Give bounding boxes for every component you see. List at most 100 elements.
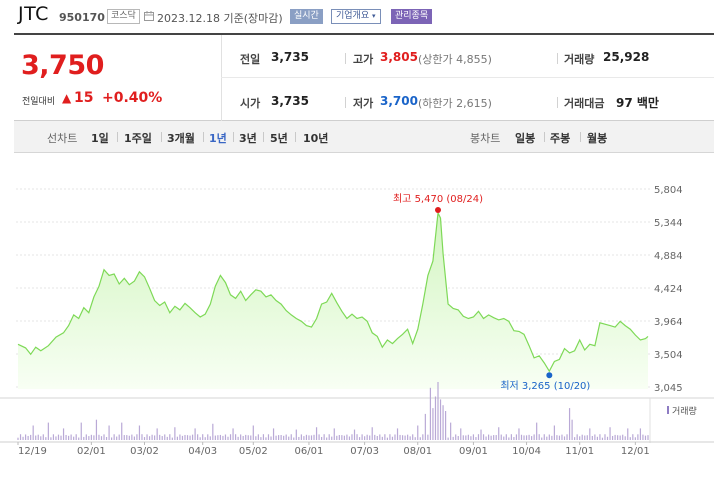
volume-layer: 거래량: [17, 382, 697, 440]
volume-bar: [460, 428, 462, 440]
volume-bar: [371, 427, 373, 440]
volume-bar: [222, 435, 224, 440]
volume-bar: [321, 436, 323, 440]
volume-bar: [429, 387, 432, 440]
period-3y[interactable]: 3년: [239, 132, 257, 145]
separator: [345, 97, 346, 108]
y-tick-label: 5,344: [654, 218, 683, 229]
volume-bar: [586, 435, 588, 440]
volume-bar: [374, 434, 376, 440]
volume-bar: [401, 435, 404, 440]
volume-bar: [447, 437, 449, 440]
candle-daily[interactable]: 일봉: [515, 132, 536, 145]
period-5y[interactable]: 5년: [270, 132, 288, 145]
volume-bar: [257, 434, 259, 440]
volume-bar: [536, 422, 538, 440]
change-rate: +0.40%: [102, 90, 163, 106]
volume-bar: [396, 428, 399, 440]
change-value: 15: [74, 90, 94, 106]
candle-monthly[interactable]: 월봉: [587, 132, 608, 145]
up-arrow-icon: ▲: [62, 91, 72, 105]
caret-down-icon: ▾: [372, 12, 376, 20]
volume-bar: [343, 435, 345, 440]
high-label: 고가: [353, 53, 374, 66]
trade-amount-value: 97 백만: [616, 96, 659, 110]
volume-bar: [341, 435, 343, 440]
volume-bar: [500, 434, 502, 440]
volume-bar: [148, 436, 151, 440]
volume-bar: [219, 434, 222, 440]
period-1w[interactable]: 1주일: [124, 132, 152, 145]
volume-legend-label: 거래량: [672, 405, 697, 417]
prev-close-value: 3,735: [271, 50, 309, 64]
volume-bar: [310, 435, 313, 440]
volume-bar: [619, 435, 621, 440]
candle-chart-label: 봉차트: [470, 132, 501, 145]
volume-bar: [75, 434, 77, 440]
volume-bar: [490, 435, 492, 440]
volume-bar: [637, 434, 639, 440]
volume-bar: [280, 435, 282, 440]
separator: [557, 97, 558, 108]
volume-bar: [634, 437, 636, 440]
period-toolbar: 선차트 1일 1주일 3개월 1년 3년 5년 10년 봉차트 일봉 주봉 월봉: [14, 121, 714, 153]
high-annotation: 최고 5,470 (08/24): [393, 193, 483, 205]
open-label: 시가: [240, 97, 261, 110]
open-value: 3,735: [271, 94, 309, 108]
volume-bar: [189, 435, 191, 440]
volume-bar: [159, 434, 161, 440]
volume-bar: [260, 437, 262, 440]
company-overview-button[interactable]: 기업개요 ▾: [331, 9, 381, 24]
volume-bar: [470, 436, 472, 440]
volume-bar: [169, 434, 171, 440]
volume-bar: [207, 434, 209, 440]
separator: [161, 132, 162, 142]
volume-bar: [462, 435, 464, 440]
volume-bar: [179, 434, 181, 440]
volume-bar: [328, 434, 330, 440]
period-3m[interactable]: 3개월: [167, 132, 195, 145]
volume-bar: [508, 437, 510, 440]
volume-bar: [245, 434, 247, 440]
volume-bar: [191, 434, 194, 440]
volume-bar: [252, 425, 254, 440]
volume-bar: [27, 435, 29, 440]
x-axis-labels: 12/19 02/01 03/02 04/03 05/02 06/01 07/03 08/01…: [17, 442, 650, 457]
candle-weekly[interactable]: 주봉: [550, 132, 571, 145]
volume-bar: [391, 436, 394, 440]
upper-limit: (상한가 4,855): [418, 53, 492, 66]
x-tick-label: 02/01: [77, 446, 106, 457]
volume-bar: [98, 434, 100, 440]
realtime-badge: 실시간: [290, 9, 323, 24]
volume-bar: [551, 435, 553, 440]
volume-bar: [121, 422, 123, 440]
volume-bar: [531, 436, 533, 440]
volume-bar: [417, 425, 419, 440]
volume-bar: [255, 436, 257, 440]
period-10y[interactable]: 10년: [303, 132, 329, 145]
volume-bar: [237, 436, 239, 440]
period-1d[interactable]: 1일: [91, 132, 109, 145]
volume-bar: [50, 437, 52, 440]
volume-bar: [62, 428, 65, 440]
volume-bar: [283, 435, 285, 440]
volume-bar: [305, 434, 308, 440]
volume-bar: [442, 405, 444, 440]
volume-bar: [285, 434, 287, 440]
period-1y[interactable]: 1년: [209, 132, 227, 145]
volume-bar: [57, 434, 60, 440]
volume-bar: [538, 434, 540, 440]
volume-bar: [242, 436, 244, 440]
volume-bar: [224, 434, 227, 440]
separator: [295, 132, 296, 142]
low-annotation: 최저 3,265 (10/20): [500, 380, 590, 392]
volume-bar: [116, 436, 118, 440]
volume-bar: [609, 427, 611, 440]
volume-bar: [639, 428, 642, 440]
volume-bar: [647, 435, 649, 440]
volume-bar: [611, 435, 614, 440]
volume-bar: [455, 434, 457, 440]
volume-bar: [366, 434, 368, 440]
volume-bar: [22, 436, 24, 440]
